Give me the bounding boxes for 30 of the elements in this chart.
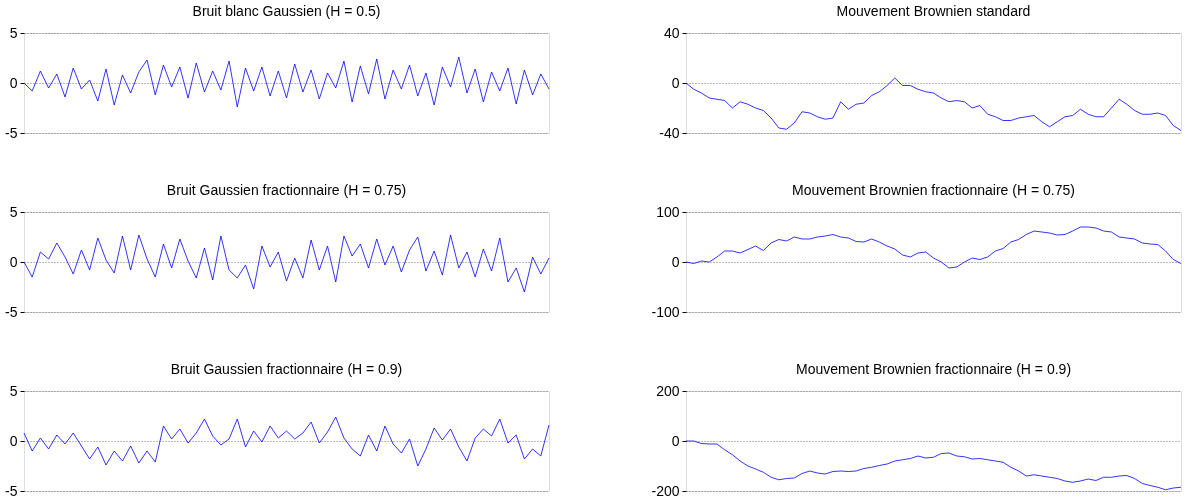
y-tick-label: 0: [9, 74, 18, 91]
y-tick-label: 5: [9, 24, 18, 41]
y-tick-label: -100: [651, 303, 680, 320]
line-series: [23, 56, 550, 108]
y-tick-label: 40: [663, 24, 680, 41]
y-tick-label: -200: [651, 482, 680, 497]
line-series: [23, 416, 550, 467]
y-tick-label: 0: [9, 432, 18, 449]
y-tick-label: 100: [656, 203, 680, 220]
y-tick-label: 200: [656, 382, 680, 399]
y-tick-label: 0: [671, 74, 680, 91]
y-tick-label: 0: [671, 253, 680, 270]
chart-title: Bruit Gaussien fractionnaire (H = 0.9): [170, 361, 403, 377]
chart-title: Mouvement Brownien standard: [836, 3, 1031, 19]
y-tick-label: -5: [5, 482, 18, 497]
y-tick-label: 0: [671, 432, 680, 449]
line-series: [23, 234, 550, 293]
line-series: [685, 77, 1182, 131]
y-tick-label: 0: [9, 253, 18, 270]
y-tick-label: -40: [659, 124, 680, 141]
y-tick-label: 5: [9, 203, 18, 220]
chart-title: Bruit Gaussien fractionnaire (H = 0.75): [166, 182, 407, 198]
chart-title: Mouvement Brownien fractionnaire (H = 0.75): [792, 182, 1075, 198]
chart-title: Mouvement Brownien fractionnaire (H = 0.9): [795, 361, 1072, 377]
y-tick-label: -5: [5, 124, 18, 141]
y-tick-label: -5: [5, 303, 18, 320]
y-tick-label: 5: [9, 382, 18, 399]
chart-title: Bruit blanc Gaussien (H = 0.5): [192, 3, 381, 19]
line-series: [685, 440, 1182, 491]
line-series: [685, 226, 1182, 269]
